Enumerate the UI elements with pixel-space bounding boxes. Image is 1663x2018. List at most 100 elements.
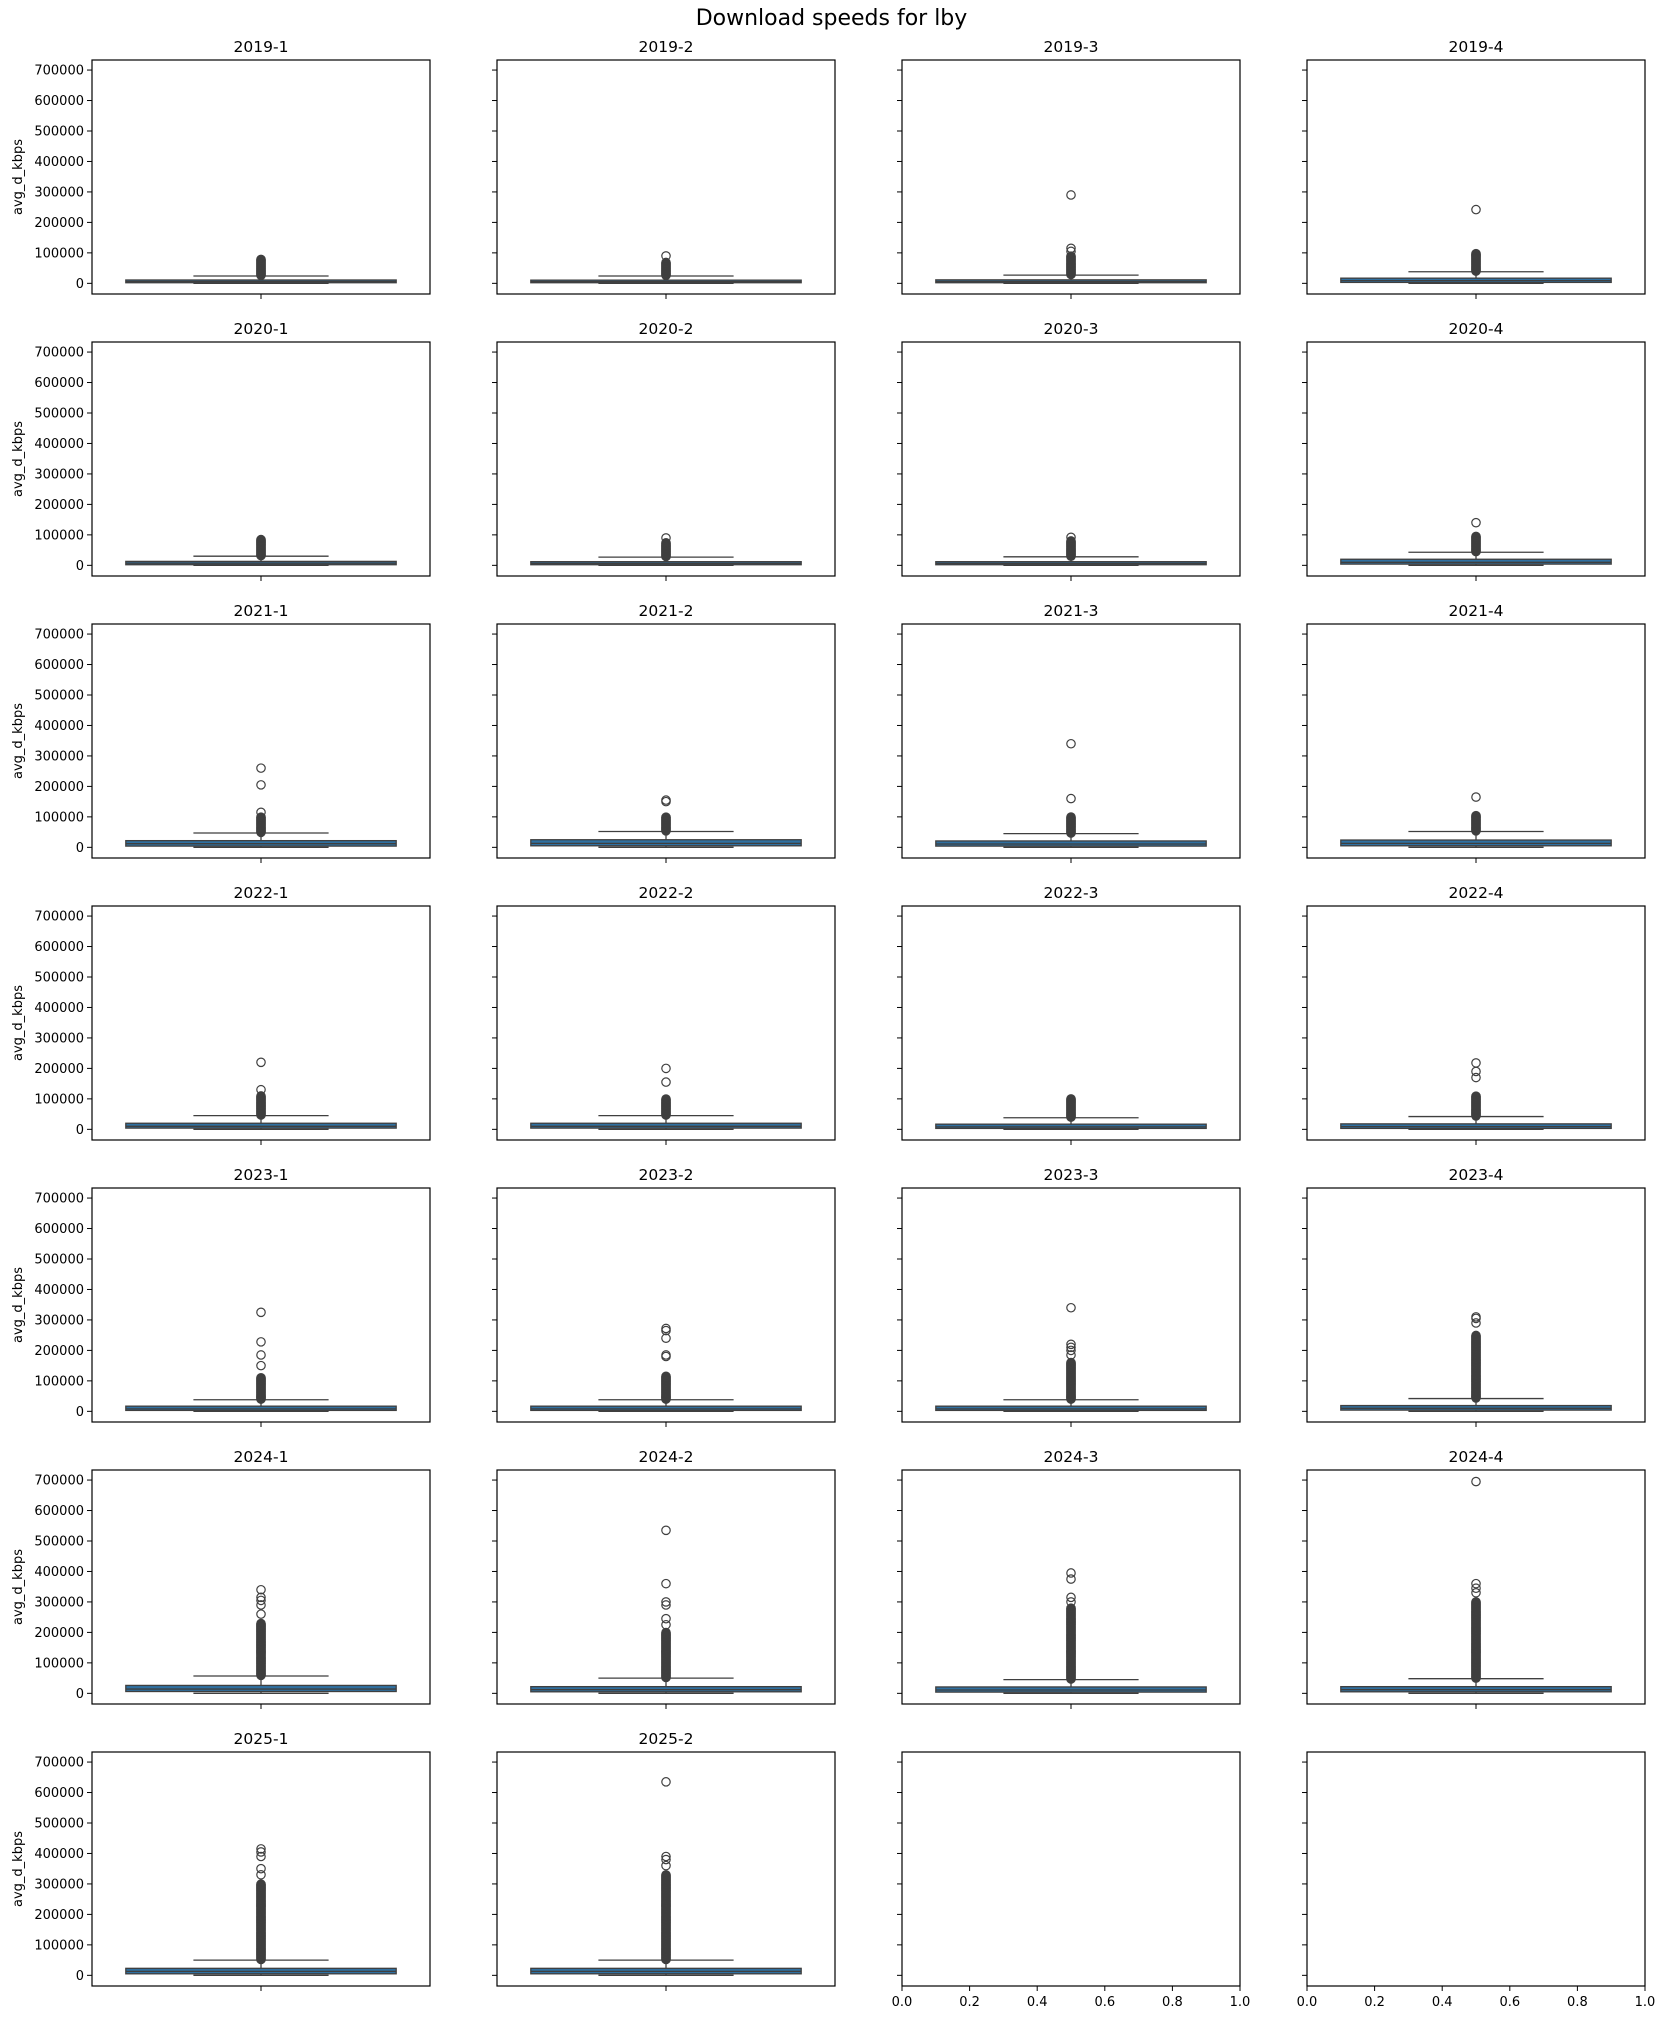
y-tick-label: 200000 (34, 216, 84, 231)
axes-frame (1306, 1187, 1646, 1423)
outlier (256, 1869, 266, 1880)
outlier (256, 1091, 266, 1101)
y-axis-label: avg_d_kbps (11, 139, 26, 215)
outlier (1066, 536, 1076, 546)
outlier (256, 812, 266, 822)
figure-title: Download speeds for lby (695, 6, 968, 31)
axes-frame (496, 341, 836, 577)
axes-frame (91, 1187, 431, 1423)
subplot-title: 2025-2 (639, 1730, 694, 1748)
axes-frame (91, 1751, 431, 1987)
outlier (661, 812, 671, 822)
y-tick-label: 600000 (34, 376, 84, 391)
outlier (661, 1870, 671, 1880)
axes-frame (1306, 59, 1646, 295)
outlier (661, 1613, 671, 1624)
y-axis-label: avg_d_kbps (11, 421, 26, 497)
subplot: 0 100000 200000 300000 400000 500000 600000 700… (11, 38, 431, 299)
axes-frame (1306, 341, 1646, 577)
y-axis-label: avg_d_kbps (11, 985, 26, 1061)
y-tick-label: 0 (76, 1969, 84, 1984)
y-tick-label: 300000 (34, 1877, 84, 1892)
y-tick-label: 400000 (34, 437, 84, 452)
outlier (1066, 1345, 1076, 1356)
subplot-title: 2020-4 (1449, 320, 1504, 338)
y-tick-label: 700000 (34, 346, 84, 361)
outlier (661, 1350, 671, 1360)
outlier (1066, 1094, 1076, 1104)
subplot-title: 2020-3 (1044, 320, 1099, 338)
outlier (1471, 792, 1481, 802)
y-tick-label: 100000 (34, 246, 84, 261)
subplot: 2022-2 (492, 884, 836, 1145)
y-tick-label: 200000 (34, 498, 84, 513)
outlier (1066, 738, 1076, 749)
y-tick-label: 400000 (34, 1847, 84, 1862)
y-tick-label: 500000 (34, 688, 84, 703)
outlier (661, 1063, 671, 1074)
outlier (256, 254, 266, 265)
outlier (256, 1350, 266, 1360)
subplot-title: 2022-1 (234, 884, 289, 902)
subplot: 0 100000 200000 300000 400000 500000 600000 700… (11, 1730, 431, 1991)
x-tick-label: 0.0 (1297, 1995, 1318, 2010)
y-axis-label: avg_d_kbps (11, 1267, 26, 1343)
subplot-title: 2024-1 (234, 1448, 289, 1466)
y-tick-label: 600000 (34, 94, 84, 109)
subplot: 2019-2 (492, 38, 836, 299)
subplot-title: 2023-2 (639, 1166, 694, 1184)
y-tick-label: 0 (76, 1123, 84, 1138)
x-tick-label: 0.2 (959, 1995, 980, 2010)
outlier (1066, 793, 1076, 804)
outlier (256, 1609, 266, 1619)
outlier (1066, 1342, 1076, 1353)
y-tick-label: 500000 (34, 1252, 84, 1267)
outlier (1066, 812, 1076, 822)
y-tick-label: 500000 (34, 124, 84, 139)
axes-frame (91, 341, 431, 577)
axes-frame (901, 1469, 1241, 1705)
subplot: 0 100000 200000 300000 400000 500000 600000 700… (11, 602, 431, 863)
outlier (256, 1584, 266, 1595)
y-tick-label: 0 (76, 1687, 84, 1702)
outlier (661, 1860, 671, 1871)
y-tick-label: 400000 (34, 155, 84, 170)
y-axis-label: avg_d_kbps (11, 1549, 26, 1625)
y-tick-label: 600000 (34, 1222, 84, 1237)
outlier (1471, 1318, 1481, 1328)
outlier (256, 1084, 266, 1095)
y-tick-label: 300000 (34, 749, 84, 764)
subplot-title: 2019-3 (1044, 38, 1099, 56)
y-tick-label: 200000 (34, 1062, 84, 1077)
x-tick-label: 0.8 (1567, 1995, 1588, 2010)
outlier (256, 1600, 266, 1610)
axes-frame (901, 905, 1241, 1141)
outlier (1471, 517, 1481, 528)
outlier (661, 1525, 671, 1536)
outlier (661, 537, 671, 548)
outlier (256, 807, 266, 818)
outlier (661, 257, 671, 268)
axes-frame (901, 341, 1241, 577)
axes-frame (496, 1469, 836, 1705)
x-tick-label: 0.6 (1499, 1995, 1520, 2010)
subplot: 2021-4 (1302, 602, 1646, 863)
subplot-title: 2024-4 (1449, 1448, 1504, 1466)
outlier (256, 1592, 266, 1603)
outlier (661, 1854, 671, 1865)
y-tick-label: 400000 (34, 719, 84, 734)
subplot: 2021-2 (492, 602, 836, 863)
outlier (1471, 531, 1481, 542)
outlier (1471, 1597, 1481, 1607)
subplot: 0 100000 200000 300000 400000 500000 600000 700… (11, 884, 431, 1145)
y-tick-label: 200000 (34, 1344, 84, 1359)
y-tick-label: 100000 (34, 1938, 84, 1953)
y-tick-label: 500000 (34, 1534, 84, 1549)
outlier (256, 780, 266, 790)
subplot: 0.0 0.2 0.4 0.6 0.8 1.0 (1297, 1751, 1655, 2010)
outlier (1066, 1597, 1076, 1607)
subplot: 2019-4 (1302, 38, 1646, 299)
outlier (256, 1373, 266, 1383)
